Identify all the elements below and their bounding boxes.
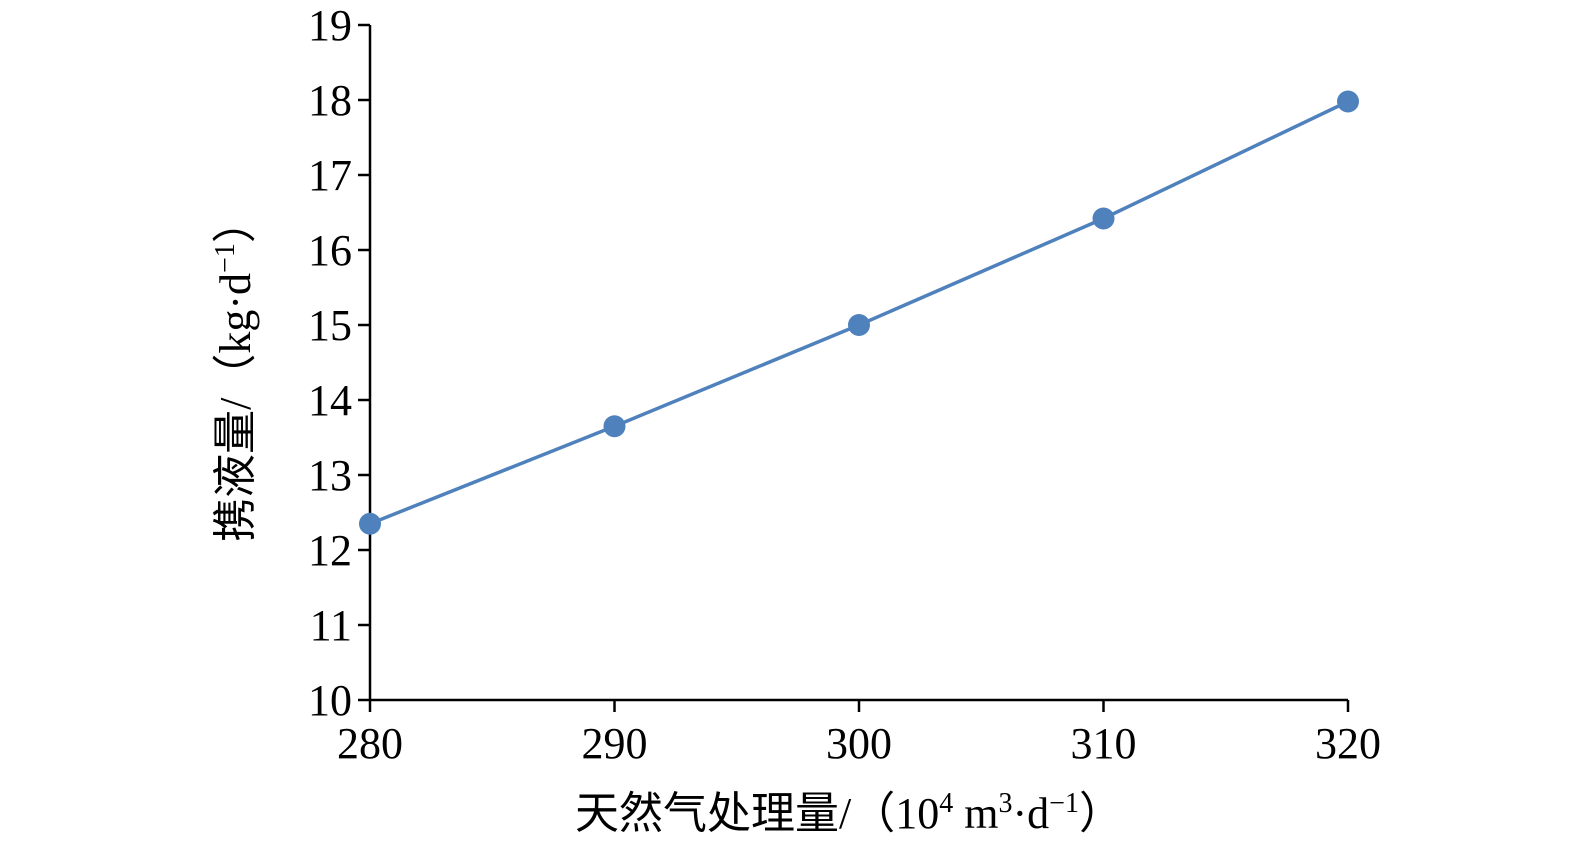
y-tick-label: 18 — [308, 76, 352, 125]
y-tick-label: 13 — [308, 451, 352, 500]
x-tick-label: 300 — [826, 719, 892, 768]
x-axis-title: 天然气处理量/（104 m3·d−1） — [575, 788, 1123, 838]
y-tick-label: 11 — [310, 601, 352, 650]
x-axis-title-sup2: 3 — [999, 788, 1013, 819]
series-layer — [359, 90, 1359, 535]
y-tick-label: 10 — [308, 676, 352, 725]
y-tick-label: 14 — [308, 376, 352, 425]
x-tick-label: 320 — [1315, 719, 1381, 768]
x-axis-title-sup3: −1 — [1049, 788, 1079, 819]
x-axis-title-sup1: 4 — [939, 788, 953, 819]
y-axis-title-main: 携液量/（kg·d — [211, 273, 260, 542]
y-tick-label: 16 — [308, 226, 352, 275]
data-point — [848, 314, 870, 336]
data-point — [603, 415, 626, 438]
x-axis-title-mid: m — [953, 789, 998, 838]
x-tick-label: 310 — [1071, 719, 1137, 768]
data-point — [1092, 207, 1115, 230]
x-axis-title-end: ） — [1079, 789, 1123, 838]
x-axis-ticks: 280 290 300 310 320 — [337, 700, 1381, 768]
x-axis-title-mid2: ·d — [1013, 789, 1050, 838]
y-axis-title: 携液量/（kg·d−1） — [210, 199, 260, 542]
x-tick-label: 280 — [337, 719, 403, 768]
y-axis-title-sup: −1 — [210, 243, 241, 273]
axes: 10 11 12 13 14 15 16 17 18 19 280 290 300 310 320 — [308, 1, 1381, 768]
y-tick-label: 19 — [308, 1, 352, 50]
x-axis-title-main: 天然气处理量/（10 — [575, 789, 939, 838]
y-axis-title-end: ） — [211, 199, 260, 243]
data-point — [1337, 90, 1359, 113]
data-point — [359, 512, 381, 535]
y-axis-ticks: 10 11 12 13 14 15 16 17 18 19 — [308, 1, 370, 725]
y-tick-label: 12 — [308, 526, 352, 575]
x-tick-label: 290 — [582, 719, 648, 768]
y-tick-label: 17 — [308, 151, 352, 200]
series-line — [369, 99, 1349, 526]
y-tick-label: 15 — [308, 301, 352, 350]
